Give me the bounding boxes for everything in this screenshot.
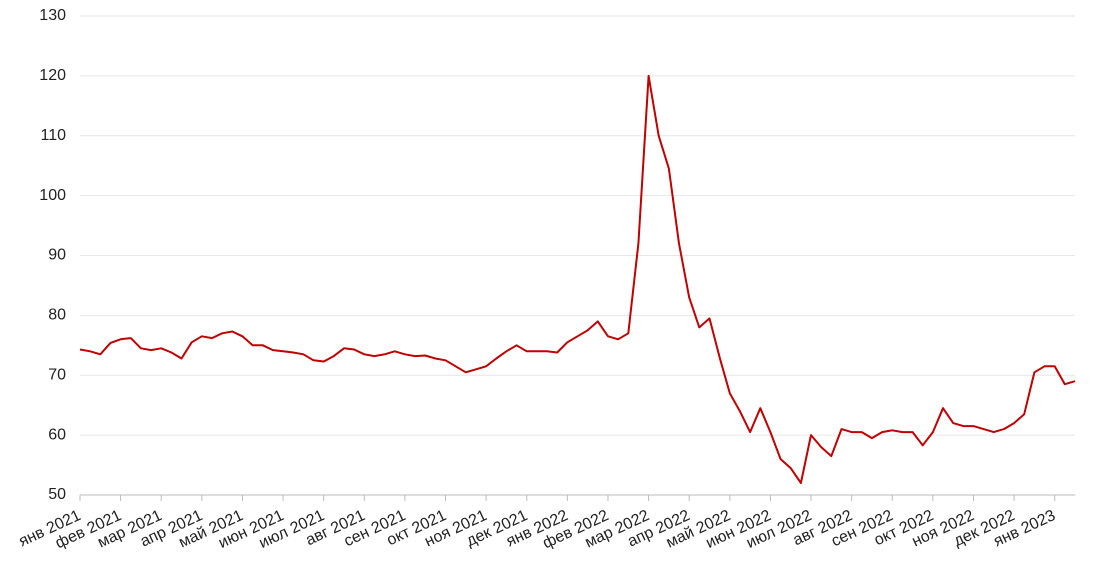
y-tick-label: 130: [39, 7, 66, 24]
y-tick-label: 50: [48, 486, 66, 503]
y-tick-label: 70: [48, 366, 66, 383]
y-tick-label: 60: [48, 426, 66, 443]
y-tick-label: 90: [48, 247, 66, 264]
y-tick-label: 80: [48, 307, 66, 324]
y-tick-label: 110: [40, 127, 66, 144]
y-tick-label: 100: [39, 187, 66, 204]
data-line: [79, 74, 1076, 484]
y-tick-label: 120: [39, 67, 66, 84]
